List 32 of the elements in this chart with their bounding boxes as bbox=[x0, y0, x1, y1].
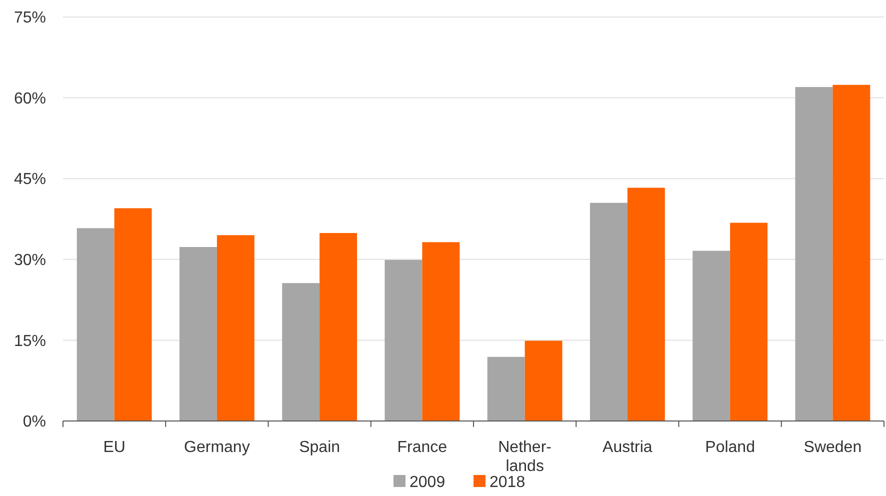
y-tick-label: 45% bbox=[14, 171, 46, 188]
y-tick-label: 60% bbox=[14, 90, 46, 108]
legend-label: 2009 bbox=[410, 474, 446, 491]
x-tick-label: Nether- lands bbox=[498, 439, 552, 475]
bar bbox=[524, 340, 562, 421]
bar bbox=[320, 233, 358, 421]
bar bbox=[76, 228, 114, 421]
y-tick-label: 30% bbox=[14, 252, 46, 269]
y-tick-label: 15% bbox=[14, 332, 46, 350]
bar bbox=[216, 235, 254, 421]
bar bbox=[590, 202, 628, 421]
x-tick-label: France bbox=[397, 439, 448, 456]
y-tick-label: 0% bbox=[22, 414, 46, 431]
legend-label: 2018 bbox=[490, 474, 526, 491]
x-tick-label: EU bbox=[103, 439, 126, 456]
bar bbox=[282, 283, 320, 421]
bar bbox=[692, 250, 730, 421]
bar bbox=[627, 188, 665, 421]
x-tick-label: Poland bbox=[705, 439, 755, 456]
x-tick-label: Spain bbox=[299, 439, 340, 456]
bar bbox=[422, 242, 460, 421]
bar bbox=[730, 222, 768, 421]
bar bbox=[832, 84, 870, 421]
bar bbox=[384, 260, 422, 421]
bar bbox=[795, 87, 833, 421]
bar bbox=[179, 247, 217, 421]
x-tick-label: Austria bbox=[602, 439, 652, 456]
bar bbox=[487, 356, 525, 421]
x-tick-label: Sweden bbox=[804, 439, 862, 456]
bar bbox=[114, 208, 152, 421]
y-tick-label: 75% bbox=[14, 10, 46, 27]
x-tick-label: Germany bbox=[184, 439, 250, 456]
